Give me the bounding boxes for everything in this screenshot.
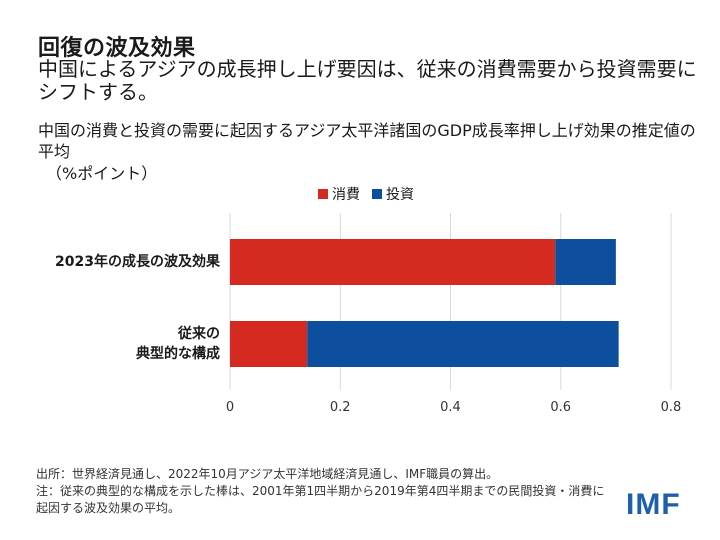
imf-logo: IMF bbox=[626, 488, 681, 521]
x-tick-label: 0 bbox=[226, 400, 234, 415]
bar-consumption bbox=[230, 239, 556, 285]
legend-item: 消費 bbox=[318, 184, 360, 204]
bar-investment bbox=[555, 239, 616, 285]
legend-swatch bbox=[372, 189, 382, 199]
category-label: 従来の典型的な構成 bbox=[0, 324, 220, 364]
x-tick-label: 0.4 bbox=[440, 400, 461, 415]
bar-consumption bbox=[230, 321, 308, 367]
chart-unit: （%ポイント） bbox=[46, 164, 158, 183]
x-tick-label: 0.6 bbox=[550, 400, 571, 415]
category-label-line: 2023年の成長の波及効果 bbox=[55, 254, 220, 270]
source-text: 出所：世界経済見通し、2022年10月アジア太平洋地域経済見通し、IMF職員の算… bbox=[36, 467, 499, 481]
category-label-line: 従来の bbox=[178, 326, 220, 342]
legend-label: 消費 bbox=[332, 187, 360, 203]
chart-title: 中国の消費と投資の需要に起因するアジア太平洋諸国のGDP成長率押し上げ効果の推定… bbox=[38, 121, 696, 161]
category-label-line: 典型的な構成 bbox=[136, 346, 220, 362]
legend-item: 投資 bbox=[372, 184, 414, 204]
source-notes: 出所：世界経済見通し、2022年10月アジア太平洋地域経済見通し、IMF職員の算… bbox=[36, 466, 616, 517]
bar-investment bbox=[307, 321, 619, 367]
x-tick-label: 0.8 bbox=[661, 400, 682, 415]
note-text: 注：従来の典型的な構成を示した棒は、2001年第1四半期から2019年第4四半期… bbox=[36, 484, 605, 515]
page-title: 回復の波及効果 bbox=[38, 36, 196, 61]
x-tick-label: 0.2 bbox=[330, 400, 351, 415]
legend-swatch bbox=[318, 189, 328, 199]
page-subtitle: 中国によるアジアの成長押し上げ要因は、従来の消費需要から投資需要にシフトする。 bbox=[38, 57, 697, 104]
category-label: 2023年の成長の波及効果 bbox=[0, 252, 220, 272]
chart-legend: 消費 投資 bbox=[0, 184, 720, 204]
legend-label: 投資 bbox=[386, 187, 414, 203]
